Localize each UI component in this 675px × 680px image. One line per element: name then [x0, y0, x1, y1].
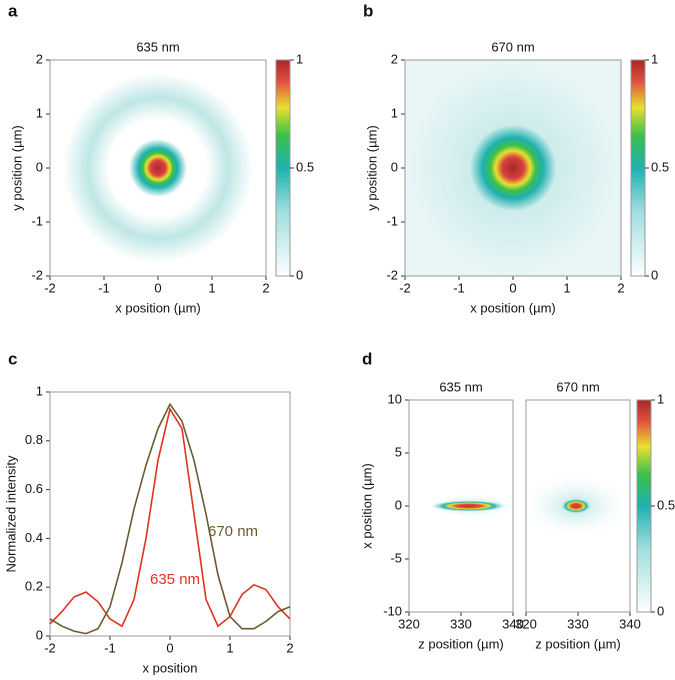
y-tick-label: 1	[391, 105, 398, 120]
x-tick-label: 0	[509, 280, 516, 295]
y-tick-label: -1	[31, 213, 43, 228]
colorbar-tick-label: 1	[296, 51, 303, 66]
y-tick-label: -5	[390, 550, 402, 565]
x-tick-label: 1	[563, 280, 570, 295]
heatmap-image	[50, 60, 266, 276]
colorbar-tick-label: 0.5	[296, 159, 314, 174]
x-axis-label: x position (µm)	[115, 300, 201, 315]
x-tick-label: -1	[98, 280, 110, 295]
x-tick-label: 330	[450, 616, 472, 631]
x-tick-label: 2	[617, 280, 624, 295]
colorbar-tick-label: 0	[651, 267, 658, 282]
y-tick-label: -2	[386, 267, 398, 282]
heatmap-image	[405, 60, 621, 276]
colorbar-tick-label: 0	[657, 603, 664, 618]
panel-label: b	[363, 1, 373, 20]
x-tick-label: -2	[44, 640, 56, 655]
plot-frame	[49, 59, 267, 277]
x-tick-label: 2	[286, 640, 293, 655]
panel-title: 635 nm	[136, 39, 179, 54]
x-tick-label: 0	[166, 640, 173, 655]
y-axis-label: Normalized intensity	[3, 455, 18, 573]
x-axis-label: z position (µm)	[535, 636, 621, 651]
y-tick-label: -1	[386, 213, 398, 228]
x-tick-label: 2	[262, 280, 269, 295]
y-axis-label: y position (µm)	[9, 125, 24, 211]
panel-label: d	[362, 349, 372, 368]
y-axis-label: y position (µm)	[364, 125, 379, 211]
y-tick-label: 0	[36, 159, 43, 174]
y-tick-label: 0	[395, 497, 402, 512]
x-tick-label: 320	[515, 616, 537, 631]
panel-title: 670 nm	[556, 379, 599, 394]
panel-label: c	[8, 349, 17, 368]
y-axis-label: x position (µm)	[359, 463, 374, 549]
colorbar-tick-label: 0.5	[657, 497, 675, 512]
x-tick-label: 330	[567, 616, 589, 631]
y-tick-label: 2	[36, 51, 43, 66]
x-tick-label: -1	[453, 280, 465, 295]
colorbar	[275, 59, 291, 277]
x-tick-label: 1	[208, 280, 215, 295]
y-tick-label: -10	[383, 603, 402, 618]
colorbar-tick-label: 0	[296, 267, 303, 282]
panel-title: 670 nm	[491, 39, 534, 54]
y-tick-label: 0.2	[25, 579, 43, 594]
colorbar	[630, 59, 646, 277]
y-tick-label: 0	[36, 627, 43, 642]
y-tick-label: 10	[388, 391, 402, 406]
plot-frame	[408, 399, 514, 613]
colorbar-tick-label: 0.5	[651, 159, 669, 174]
x-tick-label: 320	[398, 616, 420, 631]
x-axis-label: z position (µm)	[418, 636, 504, 651]
heatmap-image	[560, 498, 592, 514]
y-tick-label: 1	[36, 105, 43, 120]
line-series	[49, 402, 291, 635]
panel-title: 635 nm	[439, 379, 482, 394]
x-tick-label: 340	[502, 616, 524, 631]
x-axis-label: x position	[143, 660, 198, 675]
y-tick-label: 2	[391, 51, 398, 66]
colorbar-tick-label: 1	[651, 51, 658, 66]
x-tick-label: -2	[44, 280, 56, 295]
y-tick-label: 0.8	[25, 432, 43, 447]
x-tick-label: 1	[226, 640, 233, 655]
x-tick-label: 340	[619, 616, 641, 631]
plot-frame	[404, 59, 622, 277]
heatmap-image	[429, 500, 509, 512]
colorbar	[636, 399, 652, 613]
y-tick-label: 0.4	[25, 530, 43, 545]
y-tick-label: 5	[395, 444, 402, 459]
y-tick-label: 0.6	[25, 481, 43, 496]
panel-label: a	[8, 1, 18, 20]
y-tick-label: 0	[391, 159, 398, 174]
x-tick-label: -1	[104, 640, 116, 655]
x-tick-label: -2	[399, 280, 411, 295]
plot-frame	[49, 391, 291, 637]
y-tick-label: 1	[36, 383, 43, 398]
y-tick-label: -2	[31, 267, 43, 282]
series-label: 670 nm	[208, 523, 258, 540]
x-axis-label: x position (µm)	[470, 300, 556, 315]
colorbar-tick-label: 1	[657, 391, 664, 406]
series-label: 635 nm	[150, 571, 200, 588]
line-series	[49, 407, 291, 628]
x-tick-label: 0	[154, 280, 161, 295]
plot-frame	[525, 399, 631, 613]
